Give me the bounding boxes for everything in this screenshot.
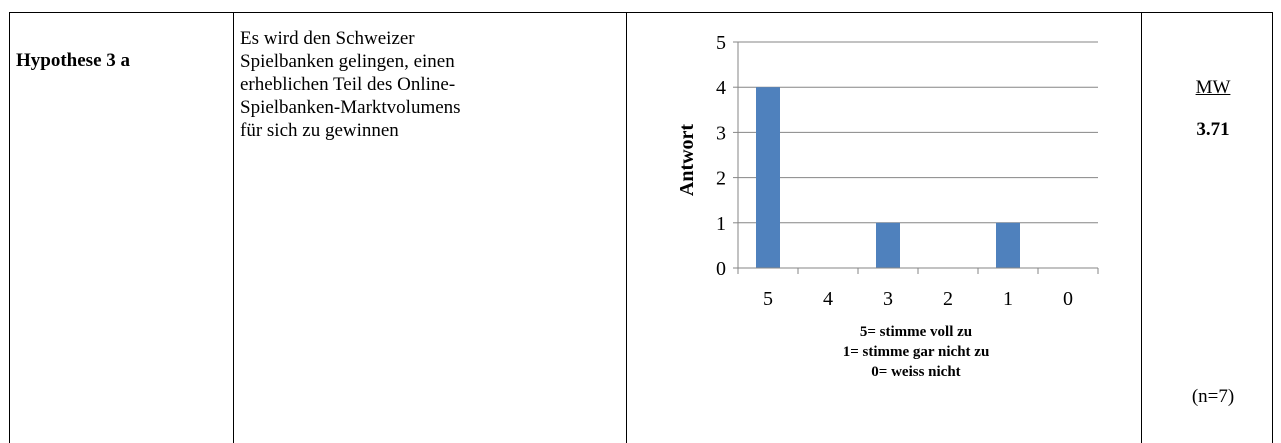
statement-line: erheblichen Teil des Online- <box>240 74 456 95</box>
y-axis-title: Antwort <box>676 124 698 197</box>
y-tick-label: 0 <box>716 258 726 280</box>
y-tick-label: 3 <box>716 122 726 144</box>
x-axis-caption-line: 0= weiss nicht <box>871 364 960 380</box>
hypothesis-table-row <box>9 12 1273 443</box>
x-tick-label: 4 <box>823 288 833 310</box>
bar <box>996 222 1020 268</box>
x-tick-label: 2 <box>943 288 953 310</box>
x-tick-label: 3 <box>883 288 893 310</box>
bar <box>756 87 780 268</box>
statement-line: Spielbanken gelingen, einen <box>240 51 455 72</box>
y-tick-label: 5 <box>716 32 726 54</box>
statement-line: für sich zu gewinnen <box>240 120 399 141</box>
column-divider-1 <box>233 13 234 443</box>
x-tick-label: 5 <box>763 288 773 310</box>
mean-value: 3.71 <box>1196 119 1230 140</box>
column-divider-2 <box>626 13 627 443</box>
x-axis-caption-line: 5= stimme voll zu <box>860 324 972 340</box>
sample-size: (n=7) <box>1191 386 1235 407</box>
x-axis-caption-line: 1= stimme gar nicht zu <box>843 344 990 360</box>
statement-line: Es wird den Schweizer <box>240 28 415 49</box>
x-tick-label: 0 <box>1063 288 1073 310</box>
statement-line: Spielbanken-Marktvolumens <box>240 97 461 118</box>
column-divider-3 <box>1141 13 1142 443</box>
hypothesis-label: Hypothese 3 a <box>16 50 130 71</box>
bar <box>876 222 900 268</box>
x-tick-label: 1 <box>1003 288 1013 310</box>
mean-label: MW <box>1195 77 1231 98</box>
hypothesis-statement: Es wird den Schweizer Spielbanken geling… <box>240 27 570 142</box>
y-tick-label: 2 <box>716 168 726 190</box>
y-tick-label: 4 <box>716 77 726 99</box>
y-tick-label: 1 <box>716 213 726 235</box>
